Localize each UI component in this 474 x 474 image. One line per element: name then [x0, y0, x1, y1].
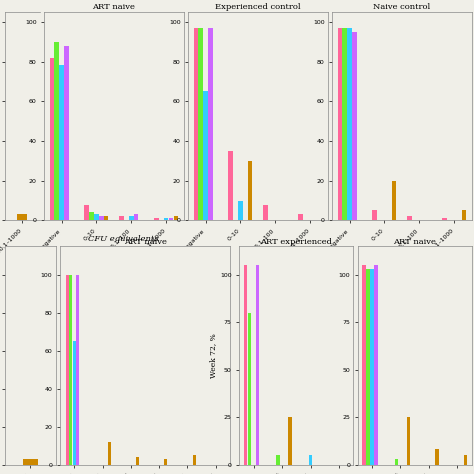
Bar [298, 214, 303, 220]
Bar [192, 455, 196, 465]
Bar [248, 161, 253, 220]
Text: CFU equivalents: CFU equivalents [88, 235, 158, 243]
Title: Experienced control: Experienced control [215, 3, 301, 11]
Title: ART experienced: ART experienced [260, 237, 332, 246]
Bar [248, 313, 251, 465]
Bar [244, 265, 247, 465]
Bar [392, 181, 396, 220]
Bar [134, 214, 138, 220]
Title: ART naive: ART naive [393, 237, 436, 246]
Bar [395, 459, 398, 465]
Bar [373, 210, 377, 220]
Bar [173, 217, 178, 220]
Bar [309, 455, 312, 465]
Bar [136, 457, 139, 465]
Bar [164, 459, 167, 465]
Bar [169, 219, 173, 220]
Title: Naive control: Naive control [373, 3, 430, 11]
Bar [276, 455, 280, 465]
Bar [164, 219, 168, 220]
Bar [76, 275, 79, 465]
Bar [66, 275, 69, 465]
Bar [374, 265, 378, 465]
Bar [154, 219, 159, 220]
Bar [288, 417, 292, 465]
Bar [89, 212, 94, 220]
Bar [23, 459, 38, 465]
Y-axis label: Week 72, %: Week 72, % [210, 333, 217, 378]
Bar [203, 91, 208, 220]
Title: ART naive: ART naive [92, 3, 135, 11]
Bar [199, 28, 203, 220]
Bar [129, 217, 134, 220]
Bar [238, 201, 243, 220]
Bar [370, 269, 374, 465]
Bar [104, 217, 109, 220]
Bar [407, 217, 412, 220]
Bar [69, 275, 73, 465]
Bar [99, 217, 104, 220]
Bar [342, 28, 347, 220]
Bar [94, 214, 99, 220]
Bar [362, 265, 366, 465]
Bar [84, 204, 89, 220]
Bar [264, 204, 268, 220]
Bar [442, 219, 447, 220]
Bar [73, 341, 76, 465]
Bar [407, 417, 410, 465]
Bar [64, 46, 69, 220]
Bar [337, 28, 342, 220]
Bar [464, 455, 467, 465]
Bar [352, 32, 357, 220]
Bar [462, 210, 466, 220]
Bar [119, 217, 124, 220]
Bar [347, 28, 352, 220]
Bar [228, 151, 233, 220]
Bar [50, 57, 54, 220]
Bar [256, 265, 259, 465]
Bar [55, 42, 59, 220]
Bar [208, 28, 213, 220]
Bar [193, 28, 198, 220]
Bar [435, 449, 439, 465]
Bar [59, 65, 64, 220]
Title: ART naive: ART naive [124, 237, 166, 246]
Bar [108, 442, 111, 465]
Bar [17, 214, 27, 220]
Bar [366, 269, 370, 465]
